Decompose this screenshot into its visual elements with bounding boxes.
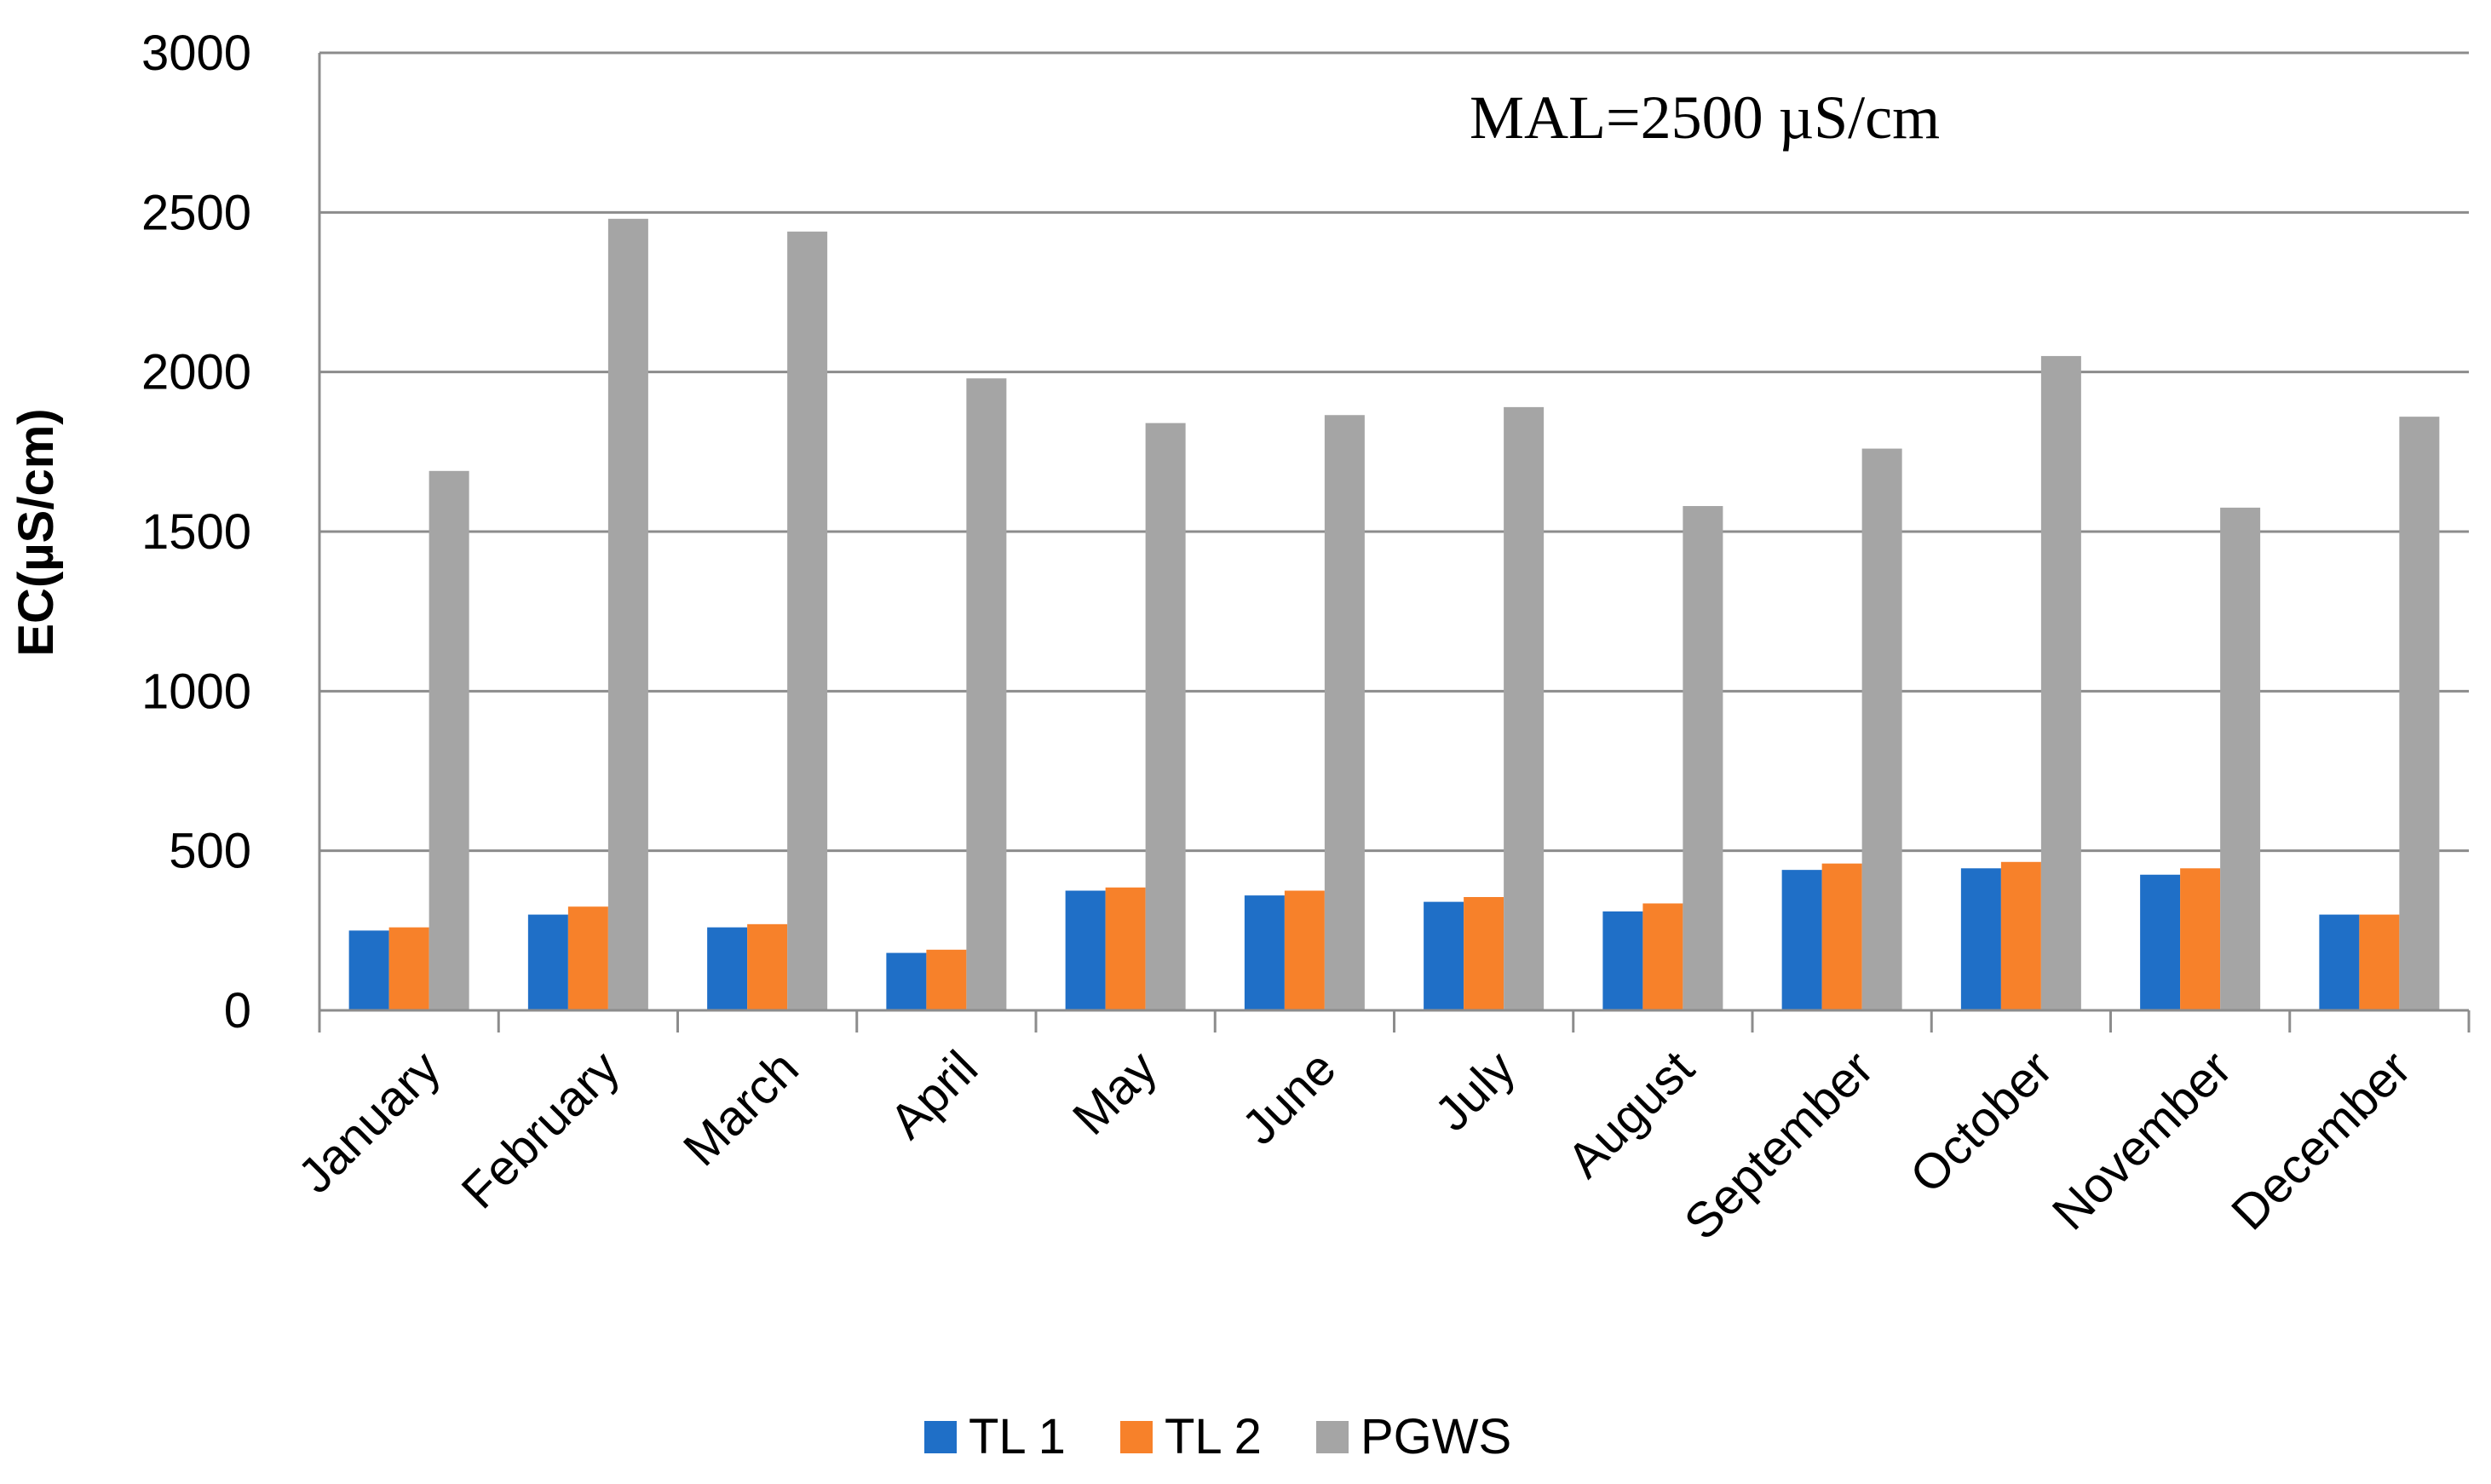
bar-tl-2 bbox=[2000, 861, 2041, 1010]
bar-tl-2 bbox=[926, 949, 967, 1010]
bar-tl-1 bbox=[1781, 870, 1822, 1010]
legend-swatch bbox=[924, 1421, 957, 1453]
bar-tl-1 bbox=[348, 930, 389, 1010]
bar-tl-1 bbox=[1244, 895, 1285, 1010]
x-tick-label: December bbox=[2221, 1040, 2421, 1240]
bar-tl-1 bbox=[886, 952, 927, 1010]
legend: TL 1 TL 2 PGWS bbox=[924, 1409, 1511, 1464]
bar-pgws bbox=[966, 378, 1007, 1010]
gridlines bbox=[319, 51, 2469, 853]
bar-tl-2 bbox=[1284, 890, 1325, 1010]
y-tick-label: 3000 bbox=[141, 26, 251, 81]
x-tick-labels: January February March April May June July Augu… bbox=[287, 1040, 2421, 1251]
bar-tl-1 bbox=[1424, 901, 1464, 1010]
bar-pgws bbox=[1324, 415, 1365, 1010]
bar-pgws bbox=[787, 231, 828, 1010]
mal-annotation: MAL=2500 µS/cm bbox=[1470, 83, 1940, 152]
legend-swatch bbox=[1316, 1421, 1349, 1453]
x-tick-label: September bbox=[1674, 1040, 1884, 1251]
y-tick-label: 1000 bbox=[141, 664, 251, 719]
axes bbox=[318, 53, 2471, 1032]
x-tick-label: October bbox=[1900, 1040, 2063, 1204]
legend-label: TL 2 bbox=[1165, 1409, 1262, 1464]
y-tick-label: 2500 bbox=[141, 185, 251, 240]
y-axis-title: EC(µS/cm) bbox=[9, 408, 64, 656]
bar-tl-1 bbox=[2319, 914, 2360, 1010]
y-tick-label: 1500 bbox=[141, 504, 251, 560]
bar-pgws bbox=[607, 218, 648, 1010]
bar-pgws bbox=[429, 470, 469, 1010]
x-tick-label: November bbox=[2042, 1040, 2242, 1240]
bar-tl-2 bbox=[2180, 868, 2221, 1010]
legend-swatch bbox=[1120, 1421, 1153, 1453]
legend-label: TL 1 bbox=[969, 1409, 1066, 1464]
bar-tl-2 bbox=[567, 906, 608, 1010]
bar-tl-1 bbox=[707, 927, 748, 1010]
x-tick-label: August bbox=[1556, 1040, 1705, 1188]
bar-pgws bbox=[1145, 423, 1186, 1010]
bar-pgws bbox=[2040, 355, 2081, 1010]
bar-pgws bbox=[1683, 506, 1723, 1010]
bar-tl-1 bbox=[1960, 868, 2001, 1010]
bar-tl-1 bbox=[1065, 890, 1106, 1010]
y-tick-label: 0 bbox=[224, 983, 251, 1038]
y-tick-label: 2000 bbox=[141, 345, 251, 400]
x-tick-label: July bbox=[1424, 1040, 1526, 1142]
bar-tl-2 bbox=[1642, 903, 1683, 1010]
y-tick-labels: 0 500 1000 1500 2000 2500 3000 bbox=[141, 26, 251, 1038]
bar-pgws bbox=[1861, 448, 1902, 1010]
y-tick-label: 500 bbox=[169, 824, 251, 879]
bar-tl-1 bbox=[527, 914, 568, 1010]
bar-tl-2 bbox=[388, 927, 429, 1010]
bar-pgws bbox=[2220, 507, 2261, 1010]
bar-tl-2 bbox=[1821, 863, 1862, 1010]
bar-pgws bbox=[2399, 417, 2440, 1010]
bar-tl-1 bbox=[1602, 911, 1643, 1010]
x-tick-label: April bbox=[879, 1040, 988, 1149]
bar-tl-2 bbox=[1464, 896, 1504, 1010]
x-tick-label: February bbox=[451, 1040, 630, 1219]
x-tick-label: June bbox=[1232, 1040, 1347, 1155]
x-tick-label: January bbox=[287, 1040, 451, 1204]
x-tick-label: May bbox=[1062, 1040, 1167, 1145]
bar-pgws bbox=[1504, 406, 1545, 1010]
bar-tl-2 bbox=[747, 923, 788, 1010]
bars bbox=[348, 218, 2440, 1010]
bar-tl-1 bbox=[2140, 874, 2181, 1010]
bar-tl-2 bbox=[2359, 914, 2400, 1010]
x-tick-label: March bbox=[673, 1040, 809, 1176]
bar-tl-2 bbox=[1105, 887, 1146, 1010]
legend-label: PGWS bbox=[1361, 1409, 1511, 1464]
